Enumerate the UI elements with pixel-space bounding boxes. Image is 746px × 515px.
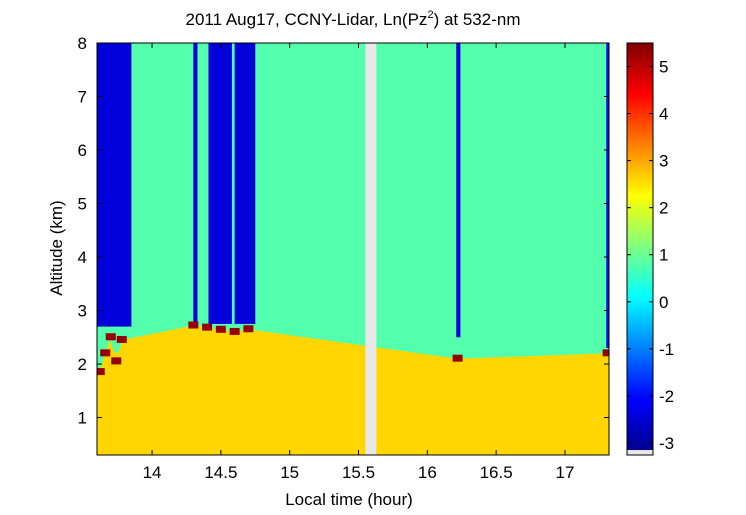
cloud-return-marker-9 [229,327,240,335]
chart-title: 2011 Aug17, CCNY-Lidar, Ln(Pz2) at 532-n… [186,9,521,29]
x-tick-label: 14 [143,463,162,482]
x-tick-label: 17 [555,463,574,482]
colorbar-tick-label: -2 [659,387,674,406]
cloud-return-marker-1 [97,368,105,376]
colorbar-tick-label: 1 [659,246,668,265]
colorbar-nodata-swatch [627,450,653,455]
data-gap-stripe [365,43,377,455]
colorbar-tick-label: -3 [659,434,674,453]
cloud-return-marker-8 [215,325,226,333]
cloud-return-marker-6 [188,321,199,329]
colorbar [627,43,653,450]
y-tick-label: 6 [78,141,87,160]
low-signal-column-6 [606,43,609,348]
x-tick-label: 14.5 [204,463,237,482]
y-tick-label: 1 [78,409,87,428]
colorbar-tick-label: 0 [659,293,668,312]
x-tick-label: 16 [418,463,437,482]
boundary-layer-region [97,325,609,455]
low-signal-column-4 [234,43,256,324]
heatmap-plot-area [97,43,609,455]
colorbar-tick-label: 2 [659,199,668,218]
y-tick-label: 4 [78,248,87,267]
low-signal-column-2 [193,43,198,324]
colorbar-tick-label: -1 [659,340,674,359]
y-tick-label: 7 [78,88,87,107]
y-tick-label: 8 [78,34,87,53]
colorbar-tick-label: 4 [659,105,668,124]
cloud-return-marker-3 [105,333,116,341]
plot-frame [96,42,610,456]
cloud-return-marker-5 [116,335,127,343]
colorbar-tick-label: 3 [659,152,668,171]
low-signal-column-3 [208,43,232,324]
x-tick-label: 15 [280,463,299,482]
x-tick-label: 15.5 [342,463,375,482]
cloud-return-marker-12 [602,349,609,357]
cloud-return-marker-2 [100,349,111,357]
y-tick-label: 3 [78,302,87,321]
chart-title-superscript: 2 [427,9,433,21]
cloud-return-marker-11 [452,354,463,362]
low-signal-column-1 [97,43,132,327]
x-axis-ticks: 14 14.5 15 15.5 16 16.5 17 [143,43,574,482]
x-axis-label: Local time (hour) [285,490,413,509]
colorbar-ticks: 5 4 3 2 1 0 -1 -2 -3 [627,58,674,453]
y-axis-ticks: 1 2 3 4 5 6 7 8 [78,34,609,428]
y-tick-label: 2 [78,355,87,374]
y-axis-label: Altitude (km) [47,200,66,295]
y-tick-label: 5 [78,195,87,214]
cloud-return-marker-10 [243,325,254,333]
x-tick-label: 16.5 [480,463,513,482]
cloud-return-marker-4 [111,357,122,365]
colorbar-tick-label: 5 [659,58,668,77]
colorbar-frame [626,42,654,456]
low-signal-column-5 [456,43,461,338]
cloud-return-marker-7 [202,323,213,331]
